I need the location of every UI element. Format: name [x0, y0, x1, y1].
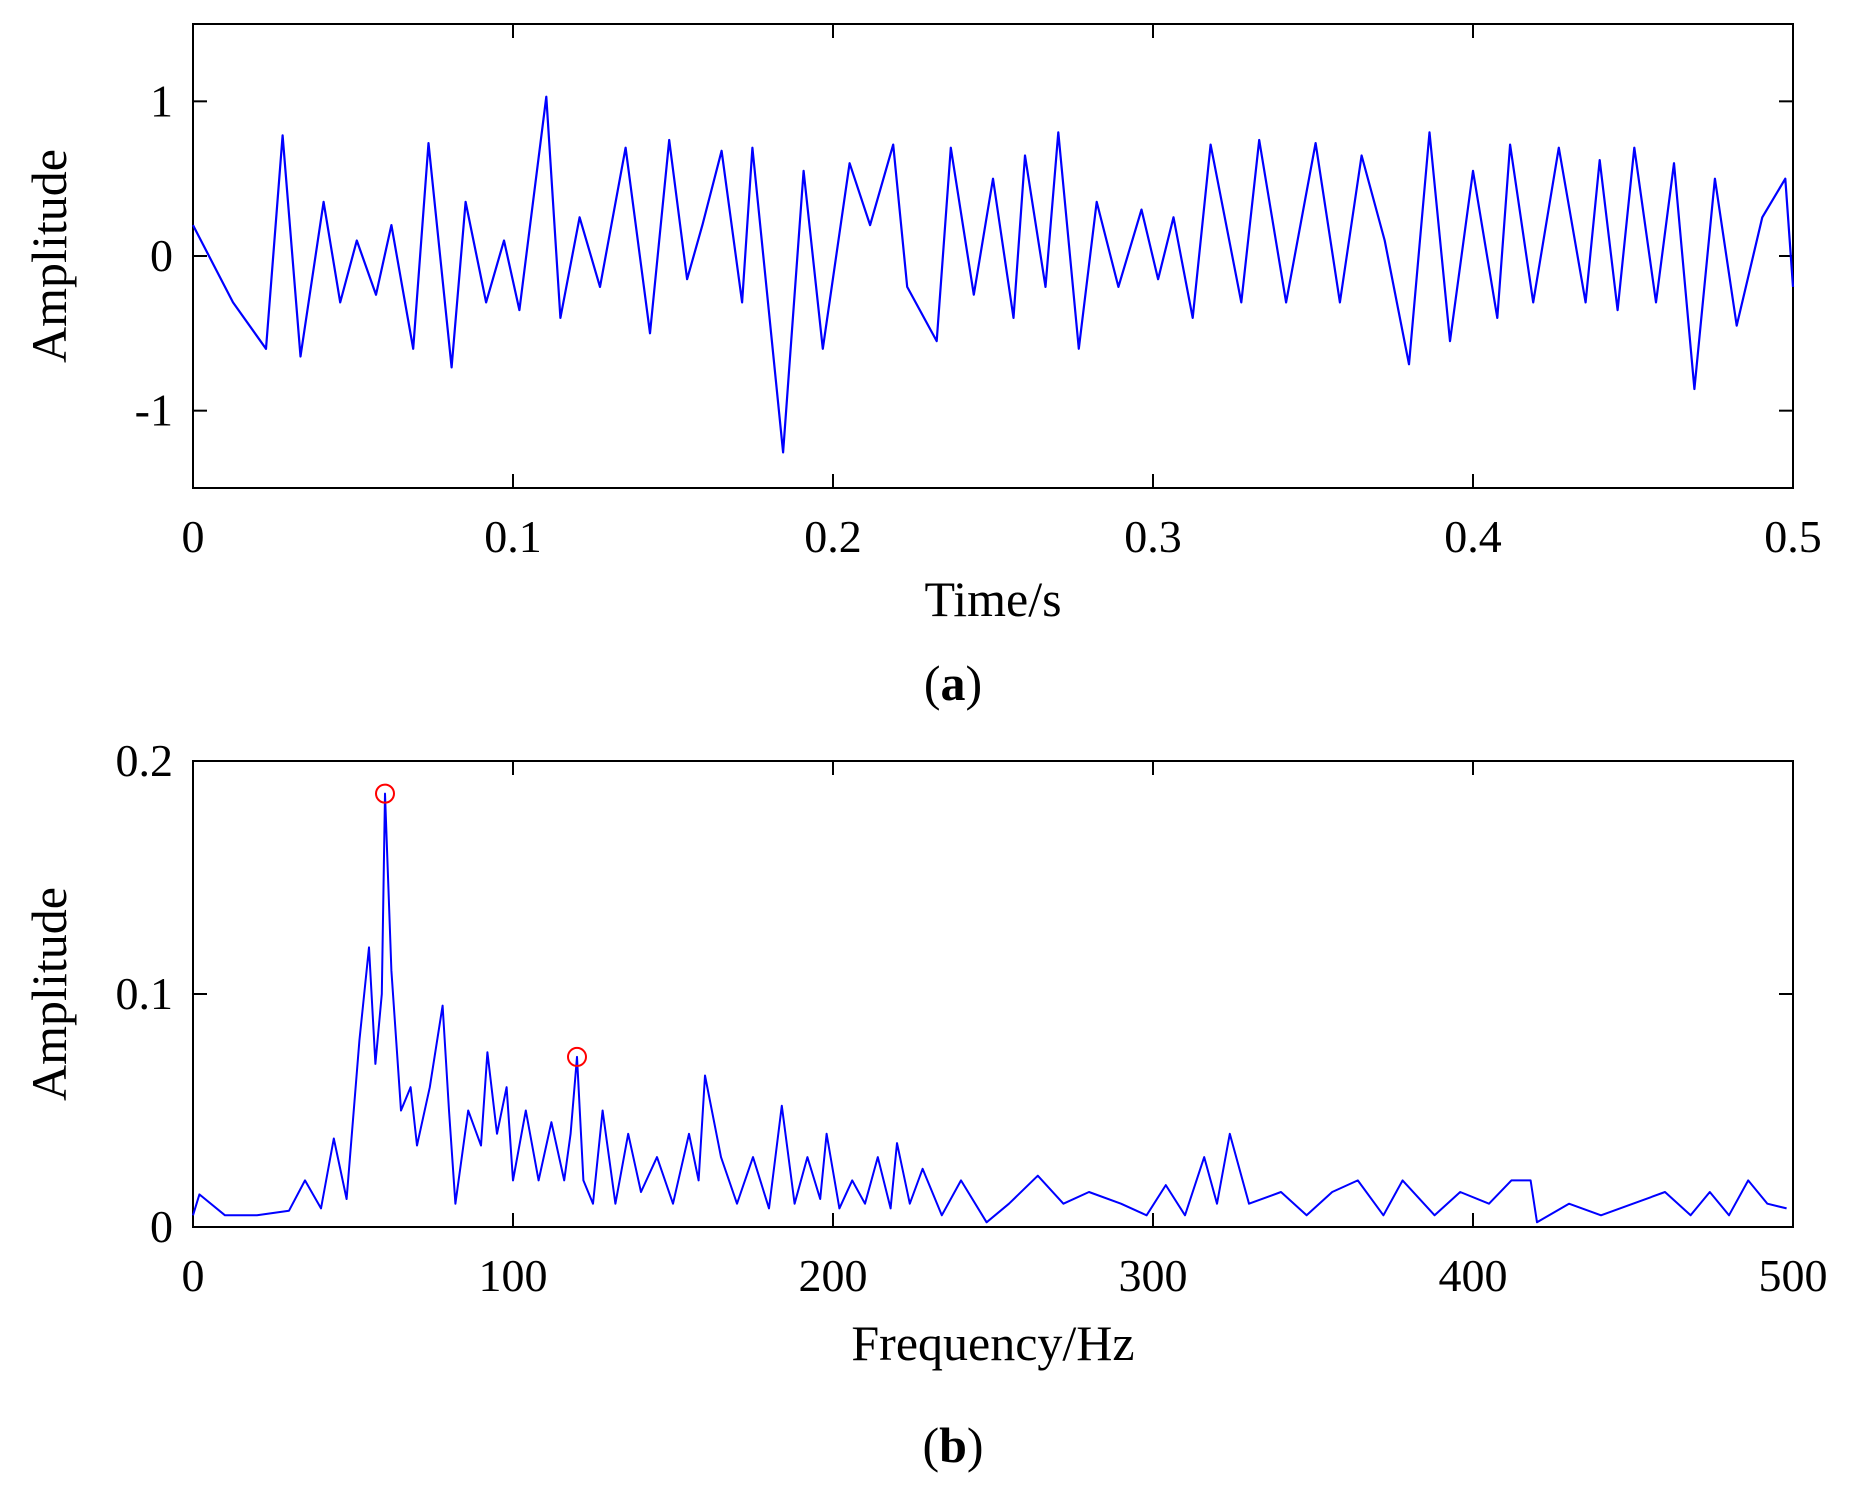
- y-tick-label: -1: [135, 385, 173, 436]
- panel-letter-b: b: [939, 1417, 967, 1473]
- x-tick-label: 500: [1759, 1250, 1828, 1301]
- y-tick-labels-a: -1 0 1: [135, 75, 173, 435]
- y-tick-label: 1: [150, 75, 173, 126]
- plot-frame-b: [192, 760, 1794, 1228]
- y-tick-label: 0: [150, 230, 173, 281]
- x-tick-label: 0: [182, 1250, 205, 1301]
- peak-markers: [375, 783, 587, 1067]
- y-axis-title-a: Amplitude: [21, 149, 77, 363]
- x-tick-label: 400: [1439, 1250, 1508, 1301]
- x-tick-labels-a: 0 0.1 0.2 0.3 0.4 0.5: [182, 511, 1822, 562]
- x-tick-label: 200: [799, 1250, 868, 1301]
- panel-label-a: (a): [924, 655, 982, 711]
- spectrum-line: [192, 792, 1787, 1224]
- x-tick-label: 0.4: [1444, 511, 1502, 562]
- x-tick-label: 0: [182, 511, 205, 562]
- ticks-a: [192, 24, 1794, 488]
- x-tick-label: 0.3: [1124, 511, 1182, 562]
- signal-line: [192, 95, 1795, 454]
- panel-letter-a: a: [941, 655, 966, 711]
- peak-marker-circle: [567, 1046, 587, 1067]
- y-axis-title-b: Amplitude: [21, 887, 77, 1101]
- y-tick-label: 0.2: [116, 735, 174, 786]
- ticks-b: [192, 760, 1794, 1228]
- x-tick-label: 0.1: [484, 511, 542, 562]
- x-tick-label: 300: [1119, 1250, 1188, 1301]
- x-tick-labels-b: 0 100 200 300 400 500: [182, 1250, 1828, 1301]
- x-tick-label: 0.2: [804, 511, 862, 562]
- x-tick-label: 0.5: [1764, 511, 1822, 562]
- peak-marker-circle: [375, 783, 395, 804]
- x-tick-label: 100: [479, 1250, 548, 1301]
- y-tick-label: 0.1: [116, 968, 174, 1019]
- panel-label-b: (b): [922, 1417, 983, 1473]
- panel-b-frequency-domain: 0 100 200 300 400 500 0 0.1 0.2 Frequency/Hz Am…: [21, 735, 1828, 1473]
- x-axis-title-b: Frequency/Hz: [851, 1315, 1134, 1371]
- panel-a-time-domain: 0 0.1 0.2 0.3 0.4 0.5 -1 0 1 Time/s Amplitude (…: [21, 23, 1822, 711]
- plot-frame-a: [192, 23, 1794, 489]
- y-tick-label: 0: [150, 1201, 173, 1252]
- y-tick-labels-b: 0 0.1 0.2: [116, 735, 174, 1252]
- x-axis-title-a: Time/s: [924, 571, 1061, 627]
